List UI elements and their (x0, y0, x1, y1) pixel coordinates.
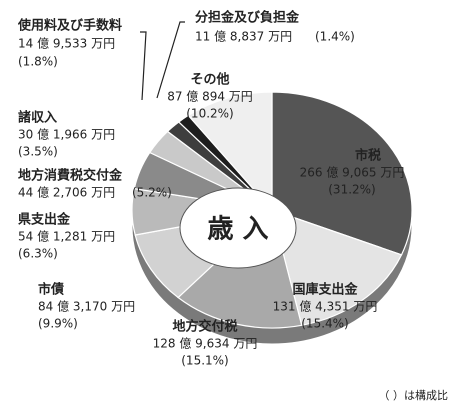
leader-line (140, 31, 147, 101)
slice-percent: (9.9%) (38, 317, 78, 331)
slice-name: 国庫支出金 (292, 282, 358, 298)
slice-name: 地方交付税 (172, 319, 237, 335)
slice-name: 地方消費税交付金 (18, 168, 123, 184)
slice-percent: (10.2%) (186, 107, 233, 121)
slice-name: その他 (190, 72, 229, 88)
slice-name: 県支出金 (18, 212, 71, 228)
slice-percent: (15.4%) (301, 317, 348, 331)
slice-name: 市債 (38, 282, 64, 298)
slice-amount: 54 億 1,281 万円 (18, 230, 115, 244)
slice-amount: 30 億 1,966 万円 (18, 128, 115, 142)
slice (271, 91, 413, 256)
center-hole (179, 187, 297, 269)
slice-amount: 14 億 9,533 万円 (18, 37, 115, 51)
slice-amount: 87 億 894 万円 (167, 90, 253, 104)
slice-percent: (3.5%) (18, 145, 58, 159)
leader-line (156, 21, 185, 99)
slice-name: 使用料及び手数料 (17, 18, 122, 34)
slice-amount: 266 億 9,065 万円 (300, 166, 405, 180)
slice-amount: 84 億 3,170 万円 (38, 300, 135, 314)
slice-percent: (31.2%) (328, 183, 375, 197)
slice-percent: (6.3%) (18, 247, 58, 261)
note: （ ）は構成比 (379, 389, 449, 402)
slice (187, 91, 273, 212)
slice-name: 諸収入 (18, 110, 57, 126)
slice-amount: 11 億 8,837 万円 (195, 30, 292, 44)
center-title: 歳 入 (207, 215, 268, 245)
slice-percent: (1.4%) (315, 30, 355, 44)
slice-amount: 44 億 2,706 万円 (18, 186, 115, 200)
slice-amount: 131 億 4,351 万円 (273, 300, 378, 314)
slice-name: 分担金及び負担金 (195, 10, 300, 26)
slice-name: 市税 (355, 148, 381, 164)
slice-amount: 128 億 9,634 万円 (153, 337, 258, 351)
pie: 歳 入 (131, 91, 413, 345)
slice-percent: (5.2%) (132, 186, 172, 200)
slice-percent: (15.1%) (181, 354, 228, 368)
slice-percent: (1.8%) (18, 55, 58, 69)
slice (271, 209, 403, 327)
